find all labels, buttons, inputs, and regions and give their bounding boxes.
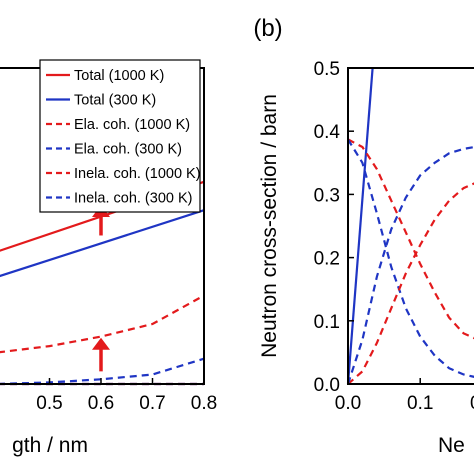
panel-b-series-line-4 [347,182,474,385]
panel-b-x-tick-label: 0.1 [407,393,433,414]
legend-label-inela-coh-300-k: Inela. coh. (300 K) [74,191,193,207]
panel-a-x-axis-title: gth / nm [12,434,88,457]
panel-a-x-tick-label: 0.7 [139,393,165,414]
legend-label-total-1000-k: Total (1000 K) [74,68,164,84]
panel-b-series [346,67,474,385]
series-line-total-300-k [0,209,205,278]
legend-label-total-300-k: Total (300 K) [74,93,156,109]
panel-b-series-line-1 [346,67,374,385]
panel-b-y-tick-label: 0.5 [314,59,340,80]
panel-b: (b) 0.0 0.1 0.2 0.3 0.4 0.5 0.0 0.1 0. Neutron c… [253,15,474,457]
panel-a-x-tick-label: 0.6 [88,393,114,414]
legend-box [39,59,201,213]
panel-a-annotations [92,205,110,372]
arrow-head-2 [92,337,110,350]
panel-a-x-tick-label: 0.5 [36,393,62,414]
legend-label-ela-coh-300-k: Ela. coh. (300 K) [74,142,182,158]
panel-b-y-tick-label: 0.0 [314,375,340,396]
panel-b-y-tick-label: 0.2 [314,249,340,270]
legend-label-ela-coh-1000-k: Ela. coh. (1000 K) [74,117,190,133]
panel-b-ticks: 0.0 0.1 0.2 0.3 0.4 0.5 0.0 0.1 0. [314,59,474,414]
panel-b-series-line-5 [346,145,474,385]
panel-a-x-tick-label: 0.8 [191,393,217,414]
series-line-inela-coh-300-k [0,357,205,386]
panel-b-frame [347,67,474,385]
panel-b-y-tick-label: 0.4 [314,122,341,143]
panel-b-y-tick-label: 0.3 [314,185,340,206]
panel-b-x-tick-label: 0.0 [335,393,361,414]
panel-b-y-axis-title: Neutron cross-section / barn [258,94,281,358]
panel-b-series-line-3 [347,138,474,378]
panel-b-x-tick-label-partial: 0. [470,393,474,414]
panel-a: 0.5 0.6 0.7 0.8 Total (1000 K) Total (300 K)… [0,59,217,457]
panel-b-y-tick-label: 0.1 [314,312,340,333]
panel-a-ticks: 0.5 0.6 0.7 0.8 [36,378,217,414]
panel-b-label: (b) [253,15,282,42]
panel-b-series-line-2 [347,138,474,340]
legend-label-inela-coh-1000-k: Inela. coh. (1000 K) [74,166,201,182]
panel-b-x-axis-title: Ne [438,434,465,457]
panel-a-legend: Total (1000 K) Total (300 K) Ela. coh. (10… [39,59,201,213]
